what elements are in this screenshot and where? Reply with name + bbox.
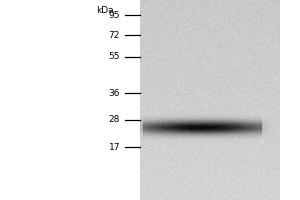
Text: 72: 72 xyxy=(109,30,120,40)
Text: 17: 17 xyxy=(109,142,120,152)
Text: 28: 28 xyxy=(109,116,120,124)
Text: kDa: kDa xyxy=(96,6,114,15)
Text: 36: 36 xyxy=(109,88,120,98)
Text: 95: 95 xyxy=(109,10,120,20)
Text: 55: 55 xyxy=(109,52,120,61)
